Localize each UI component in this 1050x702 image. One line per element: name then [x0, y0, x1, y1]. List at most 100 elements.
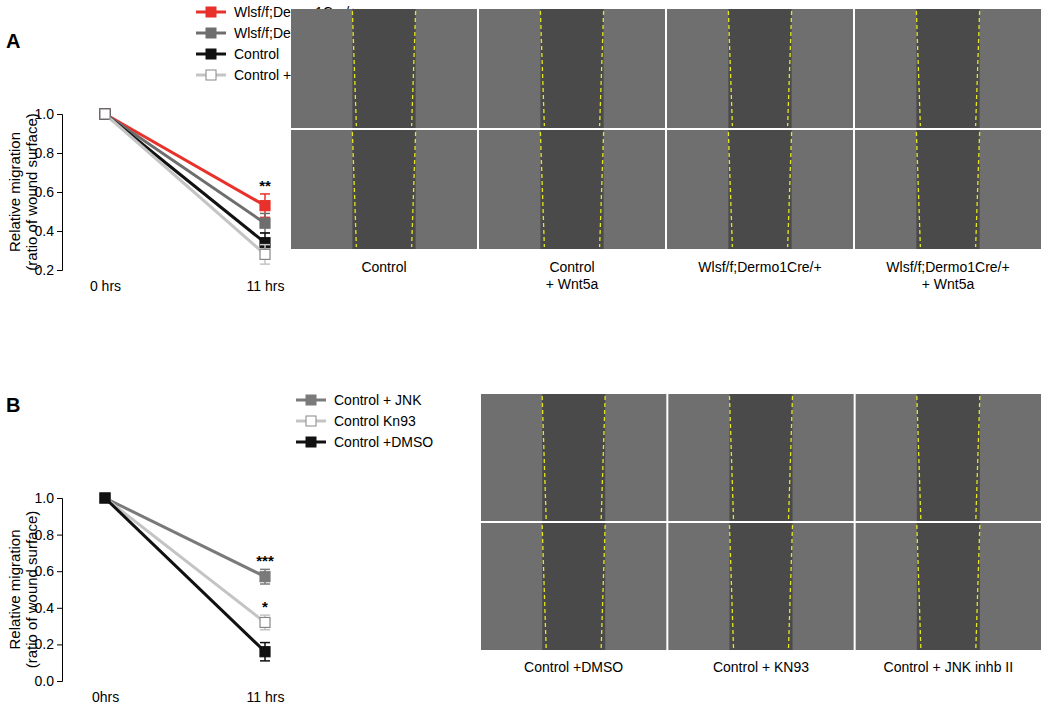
wound-area: [728, 9, 791, 128]
micrograph-field: [855, 9, 1041, 128]
micrograph-field: [481, 523, 666, 650]
wound-edge: [976, 525, 980, 648]
tick-label: 1.0: [35, 490, 55, 506]
micrograph-field: [668, 523, 853, 650]
x-axis: 0hrs 11 hrs: [92, 689, 285, 702]
micrograph-caption: Control + JNK inhb II: [884, 659, 1014, 675]
marker: [100, 109, 110, 119]
micrograph-caption: Control: [361, 259, 406, 275]
error-bar: [260, 643, 270, 661]
error-bar-cap: [260, 244, 270, 246]
tick-mark: [57, 681, 62, 682]
error-bar-cap: [260, 583, 270, 585]
tick: 0hrs: [92, 689, 119, 702]
marker: [260, 249, 270, 259]
micrograph-field: [479, 130, 665, 249]
micrograph-caption: Control +DMSO: [524, 659, 623, 675]
legend-item: Control Kn93: [296, 413, 416, 429]
micrograph-field: [667, 130, 853, 249]
plot-area: [100, 493, 270, 661]
caption-line: Control + KN93: [713, 659, 809, 675]
micrograph-field: [667, 9, 853, 128]
wound-area: [917, 394, 980, 521]
legend-marker: [306, 395, 316, 405]
wound-area: [542, 523, 605, 650]
caption-line: Control + JNK inhb II: [884, 659, 1014, 675]
micrograph: [291, 130, 477, 249]
caption-line: + Wnt5a: [922, 276, 975, 292]
wound-edge: [976, 11, 980, 126]
error-bar: [260, 194, 270, 217]
legend-marker: [306, 437, 316, 447]
tick-mark: [57, 644, 62, 645]
axis-title-line: Relative migration: [6, 132, 23, 252]
axis-title-line: Relative migration: [6, 529, 23, 649]
legend-label: Control +DMSO: [334, 434, 433, 450]
panel-label: B: [6, 394, 20, 416]
tick-mark: [57, 153, 62, 154]
wound-edge: [976, 132, 980, 247]
series-line: [105, 498, 265, 622]
series: [100, 493, 270, 630]
wound-area: [729, 394, 792, 521]
series: [100, 493, 270, 584]
micrograph: [481, 394, 666, 521]
wound-area: [916, 9, 979, 128]
series: [100, 109, 270, 264]
wound-area: [728, 130, 791, 249]
series-line: [105, 498, 265, 577]
wound-edge: [542, 396, 546, 519]
wound-edge: [789, 396, 793, 519]
micrograph: [667, 9, 853, 128]
marker: [100, 493, 110, 503]
marker: [100, 109, 110, 119]
series-line: [105, 114, 265, 223]
error-bar-cap: [260, 213, 270, 215]
wound-edge: [729, 396, 733, 519]
wound-area: [542, 394, 605, 521]
micrograph-field: [856, 394, 1041, 521]
micrograph: [291, 9, 477, 128]
micrograph: [855, 130, 1041, 249]
caption-line: Control: [549, 259, 594, 275]
micrograph-field: [481, 394, 666, 521]
legend-label: Control: [234, 46, 279, 62]
wound-area: [729, 523, 792, 650]
micrograph-caption: Control+ Wnt5a: [546, 259, 599, 292]
legend-marker: [206, 28, 216, 38]
wound-edge: [412, 132, 416, 247]
marker: [260, 218, 270, 228]
marker: [100, 493, 110, 503]
error-bar: [260, 615, 270, 630]
caption-line: + Wnt5a: [546, 276, 599, 292]
micrograph: [479, 9, 665, 128]
micrograph-caption: Wlsf/f;Dermo1Cre/++ Wnt5a: [886, 259, 1009, 292]
marker: [260, 617, 270, 627]
wound-edge: [728, 132, 732, 247]
legend-item: Control + JNK: [296, 392, 422, 408]
error-bar: [260, 569, 270, 584]
annotation: **: [259, 177, 271, 194]
series-line: [105, 114, 265, 206]
legend-item: Control +DMSO: [296, 434, 433, 450]
series: [100, 109, 270, 217]
wound-edge: [788, 132, 792, 247]
tick-label: 11 hrs: [247, 278, 285, 294]
tick-label: 0hrs: [92, 689, 119, 702]
tick: 11 hrs: [247, 689, 285, 702]
marker: [260, 201, 270, 211]
micrograph-field: [291, 9, 477, 128]
wound-edge: [412, 11, 416, 126]
micrograph-field: [291, 130, 477, 249]
x-axis: 0 hrs 11 hrs: [90, 278, 285, 294]
wound-edge: [600, 132, 604, 247]
axis-line: [57, 115, 63, 271]
error-bar-cap: [260, 232, 270, 234]
micrograph: [481, 523, 666, 650]
tick: 0 hrs: [90, 278, 121, 294]
axis-title: Relative migration(ratio of wound surfac…: [6, 511, 40, 669]
tick-mark: [57, 571, 62, 572]
micrograph-caption: Wlsf/f;Dermo1Cre/+: [698, 259, 821, 275]
tick-mark: [57, 231, 62, 232]
legend-label: Control + JNK: [334, 392, 422, 408]
